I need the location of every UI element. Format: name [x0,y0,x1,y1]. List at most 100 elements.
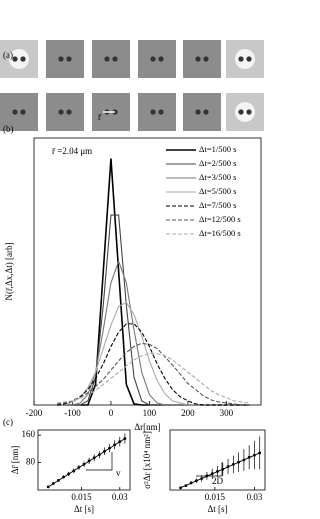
plot-frame [169,429,266,491]
point [184,484,188,488]
point [103,449,106,453]
legend-label: Δt=2/500 s [199,158,236,168]
legend-label: Δt=12/500 s [199,214,241,224]
x-tick-label: -200 [26,408,43,418]
point [72,469,76,473]
legend-label: Δt=5/500 s [199,186,236,196]
particle [158,56,164,62]
x-tick-label: 100 [143,408,157,418]
y-tick-label: 80 [26,457,36,467]
particle [246,109,252,115]
point [258,451,262,455]
series-line [57,214,250,406]
particle [20,109,26,115]
image-panel [0,40,264,131]
particle [66,109,72,115]
frame [92,40,130,78]
slope-triangle [196,462,223,477]
point [189,481,193,485]
x-tick-label: -100 [64,408,81,418]
frame [46,40,84,78]
particle [203,56,209,62]
figure: (a) r̄ (b) -200 -100 0 100 200 300 Δr[nm] N(r̄,Δ… [0,40,266,514]
point [253,453,256,457]
y-axis-label: Δr̄ [nm] [10,446,20,475]
x-axis-label: Δt [s] [207,504,227,514]
particle [150,56,156,62]
point [179,486,182,490]
series-line [57,259,250,406]
point [92,456,96,460]
point [51,482,55,485]
particle [158,109,164,115]
x-tick-label: 0.03 [247,492,263,502]
particle [150,109,156,115]
frame [138,40,176,78]
frame [183,93,221,131]
series-line [57,301,250,406]
point [77,465,81,469]
particle [195,56,201,62]
point [87,459,91,463]
annotation: v [116,468,121,478]
scale-label: r̄ [98,112,102,122]
x-tick-label: 200 [181,408,195,418]
legend-label: Δt=16/500 s [199,228,241,238]
burst [235,49,255,69]
x-axis-label: Δt [s] [74,504,94,514]
point [97,453,101,457]
particle [238,56,244,62]
x-tick-label: 0 [109,408,114,418]
point [57,479,60,482]
particle [12,109,18,115]
particle [20,56,26,62]
particle [66,56,72,62]
particle [203,109,209,115]
y-tick-label: 160 [22,429,36,439]
panel-label: (c) [3,417,13,427]
legend-label: Δt=1/500 s [199,144,236,154]
x-tick-label: 0.015 [71,492,92,502]
x-tick-label: 300 [220,408,234,418]
point [108,446,111,450]
point [118,440,122,444]
series-line [57,323,250,406]
series-line [57,353,250,404]
frame [138,93,176,131]
point [123,437,127,440]
frame [46,93,84,131]
annotation: 2D [212,476,224,486]
point [82,462,86,466]
y-axis-label: σ²Δr [x10⁴ nm²] [142,431,152,489]
point [62,475,65,479]
burst [235,102,255,122]
frame [0,93,38,131]
particle [195,109,201,115]
legend-label: Δt=3/500 s [199,172,236,182]
particle [112,56,118,62]
panel-label: (a) [3,50,13,60]
point [226,465,230,468]
point [216,470,219,473]
legend-label: Δt=7/500 s [199,200,236,210]
particle [104,56,110,62]
annotation: r̄ =2.04 μm [52,146,92,156]
series-line [57,342,250,406]
point [46,485,50,489]
point [194,479,198,483]
point [67,472,71,476]
particle [238,109,244,115]
fit-line [180,452,260,489]
point [247,455,251,459]
point [210,472,214,476]
x-tick-label: 0.015 [205,492,226,502]
point [231,462,235,466]
frame [183,40,221,78]
x-tick-label: 0.03 [112,492,128,502]
particle [58,56,64,62]
plot-frame [37,429,131,491]
particle [58,109,64,115]
slope-triangle [86,452,113,471]
x-axis-label: Δr[nm] [134,422,160,432]
fit-line [47,438,126,488]
